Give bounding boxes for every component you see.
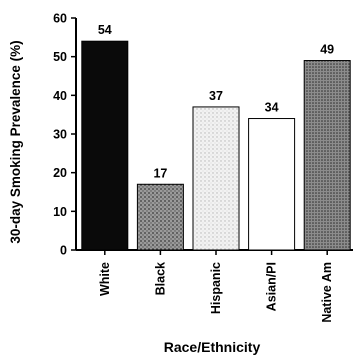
y-tick-label: 40 <box>53 89 67 103</box>
bar-value-label: 49 <box>320 43 334 57</box>
y-tick-label: 30 <box>53 128 67 142</box>
x-tick-label: Native Am <box>320 262 334 323</box>
x-tick-label: Black <box>153 262 167 295</box>
x-axis-title: Race/Ethnicity <box>164 339 261 355</box>
y-tick-label: 60 <box>53 12 67 26</box>
x-tick-label: Asian/PI <box>265 262 279 311</box>
y-tick-label: 20 <box>53 166 67 180</box>
bar-hispanic <box>192 106 240 251</box>
y-tick-label: 10 <box>53 205 67 219</box>
bars: 54 17 37 34 49 <box>81 23 351 251</box>
y-tick-label: 0 <box>60 244 67 258</box>
x-tick-label: White <box>98 262 112 296</box>
bar-value-label: 37 <box>209 89 223 103</box>
y-ticks: 0 10 20 30 40 50 60 <box>53 12 76 258</box>
y-axis-title: 30-day Smoking Prevalence (%) <box>8 40 23 243</box>
bar-black <box>136 183 184 251</box>
x-tick-labels: White Black Hispanic Asian/PI Native Am <box>98 250 334 323</box>
bar-asian-pi <box>248 118 296 251</box>
bar-value-label: 34 <box>265 101 279 115</box>
bar-value-label: 17 <box>153 166 167 180</box>
y-tick-label: 50 <box>53 50 67 64</box>
x-tick-label: Hispanic <box>209 262 223 314</box>
bar-value-label: 54 <box>98 23 112 37</box>
bar-white <box>81 40 129 251</box>
bar-native-am <box>303 60 351 251</box>
